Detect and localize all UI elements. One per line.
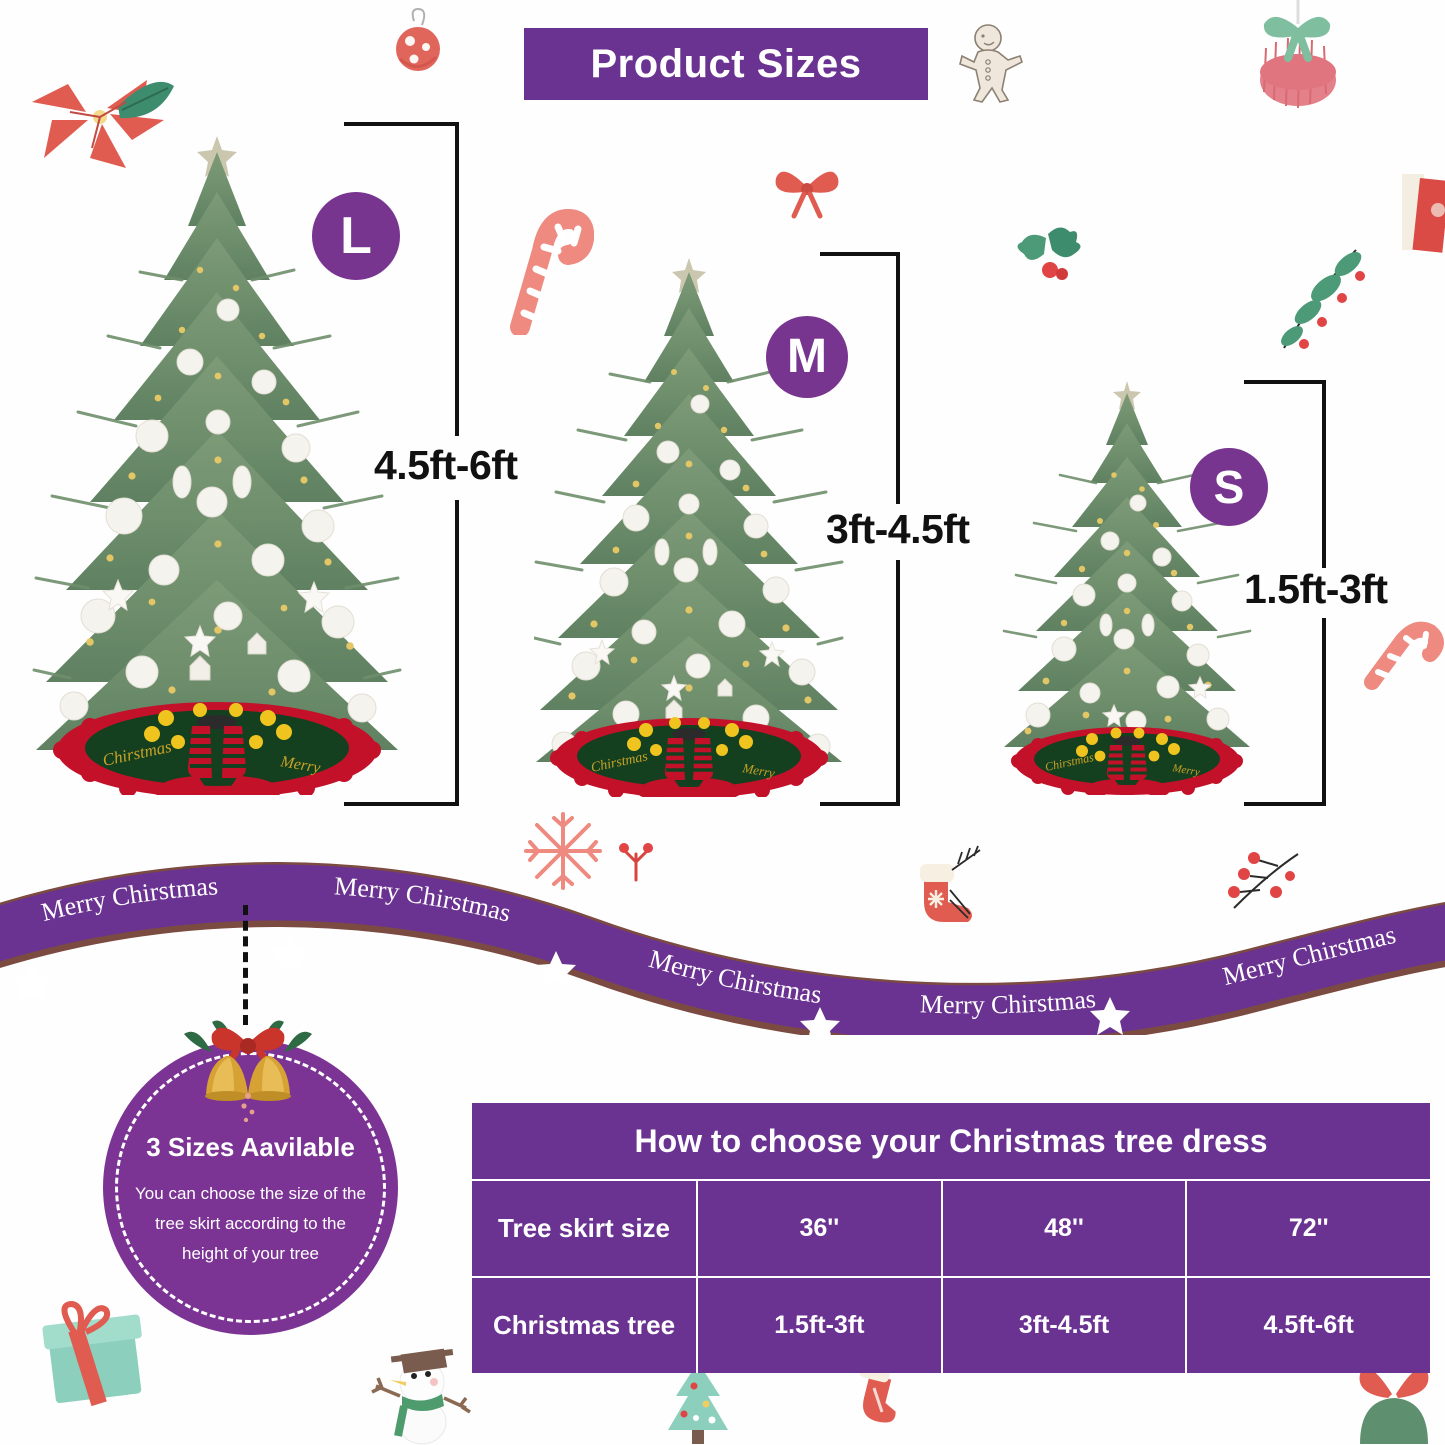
- bracket-line-upper: [1322, 382, 1326, 568]
- bracket-line-upper: [455, 124, 459, 436]
- size-badge-small-label: S: [1213, 461, 1245, 513]
- callout-heading: 3 Sizes Aavilable: [146, 1132, 355, 1162]
- table-cell: 1.5ft-3ft: [698, 1278, 943, 1373]
- callout-body-line-1: You can choose the size of the: [135, 1184, 366, 1203]
- table-cell: 48'': [943, 1181, 1188, 1276]
- measure-bracket-medium: 3ft-4.5ft: [820, 252, 970, 806]
- bracket-cap-bottom: [1244, 802, 1326, 806]
- stocking-icon: [920, 845, 981, 922]
- green-bauble-icon: [1359, 1368, 1429, 1444]
- size-badge-large-label: L: [340, 207, 372, 265]
- snowflake-icon: [524, 812, 602, 890]
- ornament-ball-icon: [396, 7, 440, 71]
- christmas-tree-icon: [668, 1362, 728, 1444]
- table-row: Tree skirt size 36'' 48'' 72'': [472, 1179, 1430, 1276]
- snowman-icon: [371, 1348, 471, 1445]
- gingerbread-man-icon: [959, 24, 1023, 103]
- bracket-line-lower: [455, 500, 459, 804]
- hanging-dashed-line: [243, 905, 248, 1025]
- svg-text:Merry: Merry: [740, 760, 776, 781]
- measure-label-small: 1.5ft-3ft: [1244, 566, 1388, 612]
- measure-label-large: 4.5ft-6ft: [374, 442, 518, 488]
- size-badge-medium-label: M: [787, 330, 827, 383]
- size-badge-small: S: [1190, 448, 1268, 526]
- table-cell: 36'': [698, 1181, 943, 1276]
- callout-body-line-3: height of your tree: [181, 1243, 320, 1263]
- ribbon-star-icon: [12, 935, 1130, 1035]
- mistletoe-sprig-icon: [1281, 249, 1365, 349]
- candy-cane-icon: [510, 208, 594, 335]
- merry-christmas-ribbon: Merry Chirstmas Merry Chirstmas Merry Ch…: [0, 855, 1445, 1035]
- poinsettia-icon: [32, 80, 174, 168]
- large-tree-image: Chirstmas Merry: [32, 130, 402, 795]
- bracket-line-lower: [896, 560, 900, 804]
- table-row-label: Tree skirt size: [472, 1181, 698, 1276]
- table-cell: 4.5ft-6ft: [1263, 1311, 1354, 1339]
- bells-bow-icon: [184, 1020, 312, 1122]
- measure-bracket-large: 4.5ft-6ft: [344, 122, 518, 806]
- table-row: Christmas tree 1.5ft-3ft 3ft-4.5ft 4.5ft…: [472, 1276, 1430, 1373]
- small-tree-image: Chirstmas Merry: [1002, 375, 1252, 795]
- hanging-lantern-icon: [1260, 0, 1336, 109]
- bracket-cap-bottom: [344, 802, 459, 806]
- small-gift-icon: [1402, 174, 1445, 253]
- callout-body-line-2: tree skirt according to the: [155, 1213, 346, 1233]
- bracket-line-lower: [1322, 618, 1326, 804]
- holly-icon: [1017, 227, 1081, 280]
- page-title-text: Product Sizes: [590, 41, 862, 86]
- table-cell: 72'': [1288, 1214, 1329, 1242]
- callout-body: You can choose the size of the tree skir…: [128, 1179, 373, 1268]
- berry-sprig-icon: [619, 843, 653, 882]
- table-row-label: Christmas tree: [472, 1278, 698, 1373]
- candy-cane-icon: [1364, 621, 1444, 690]
- page-title: Product Sizes: [524, 28, 928, 100]
- measure-bracket-small: 1.5ft-3ft: [1244, 380, 1388, 806]
- bracket-cap-top: [344, 122, 459, 126]
- bow-icon: [775, 171, 839, 219]
- bracket-cap-top: [820, 252, 900, 256]
- size-chart-table: How to choose your Christmas tree dress …: [472, 1103, 1430, 1373]
- bracket-cap-top: [1244, 380, 1326, 384]
- bracket-cap-bottom: [820, 802, 900, 806]
- size-badge-medium: M: [766, 316, 848, 398]
- size-badge-large: L: [312, 192, 400, 280]
- table-cell: 3ft-4.5ft: [943, 1278, 1188, 1373]
- measure-label-medium: 3ft-4.5ft: [826, 506, 970, 552]
- medium-tree-image: Chirstmas Merry: [534, 252, 844, 797]
- table-title: How to choose your Christmas tree dress: [634, 1122, 1268, 1159]
- berry-sprig-icon: [1228, 852, 1299, 909]
- bracket-line-upper: [896, 254, 900, 504]
- svg-text:Merry: Merry: [1170, 762, 1200, 779]
- gift-box-icon: [42, 1300, 142, 1407]
